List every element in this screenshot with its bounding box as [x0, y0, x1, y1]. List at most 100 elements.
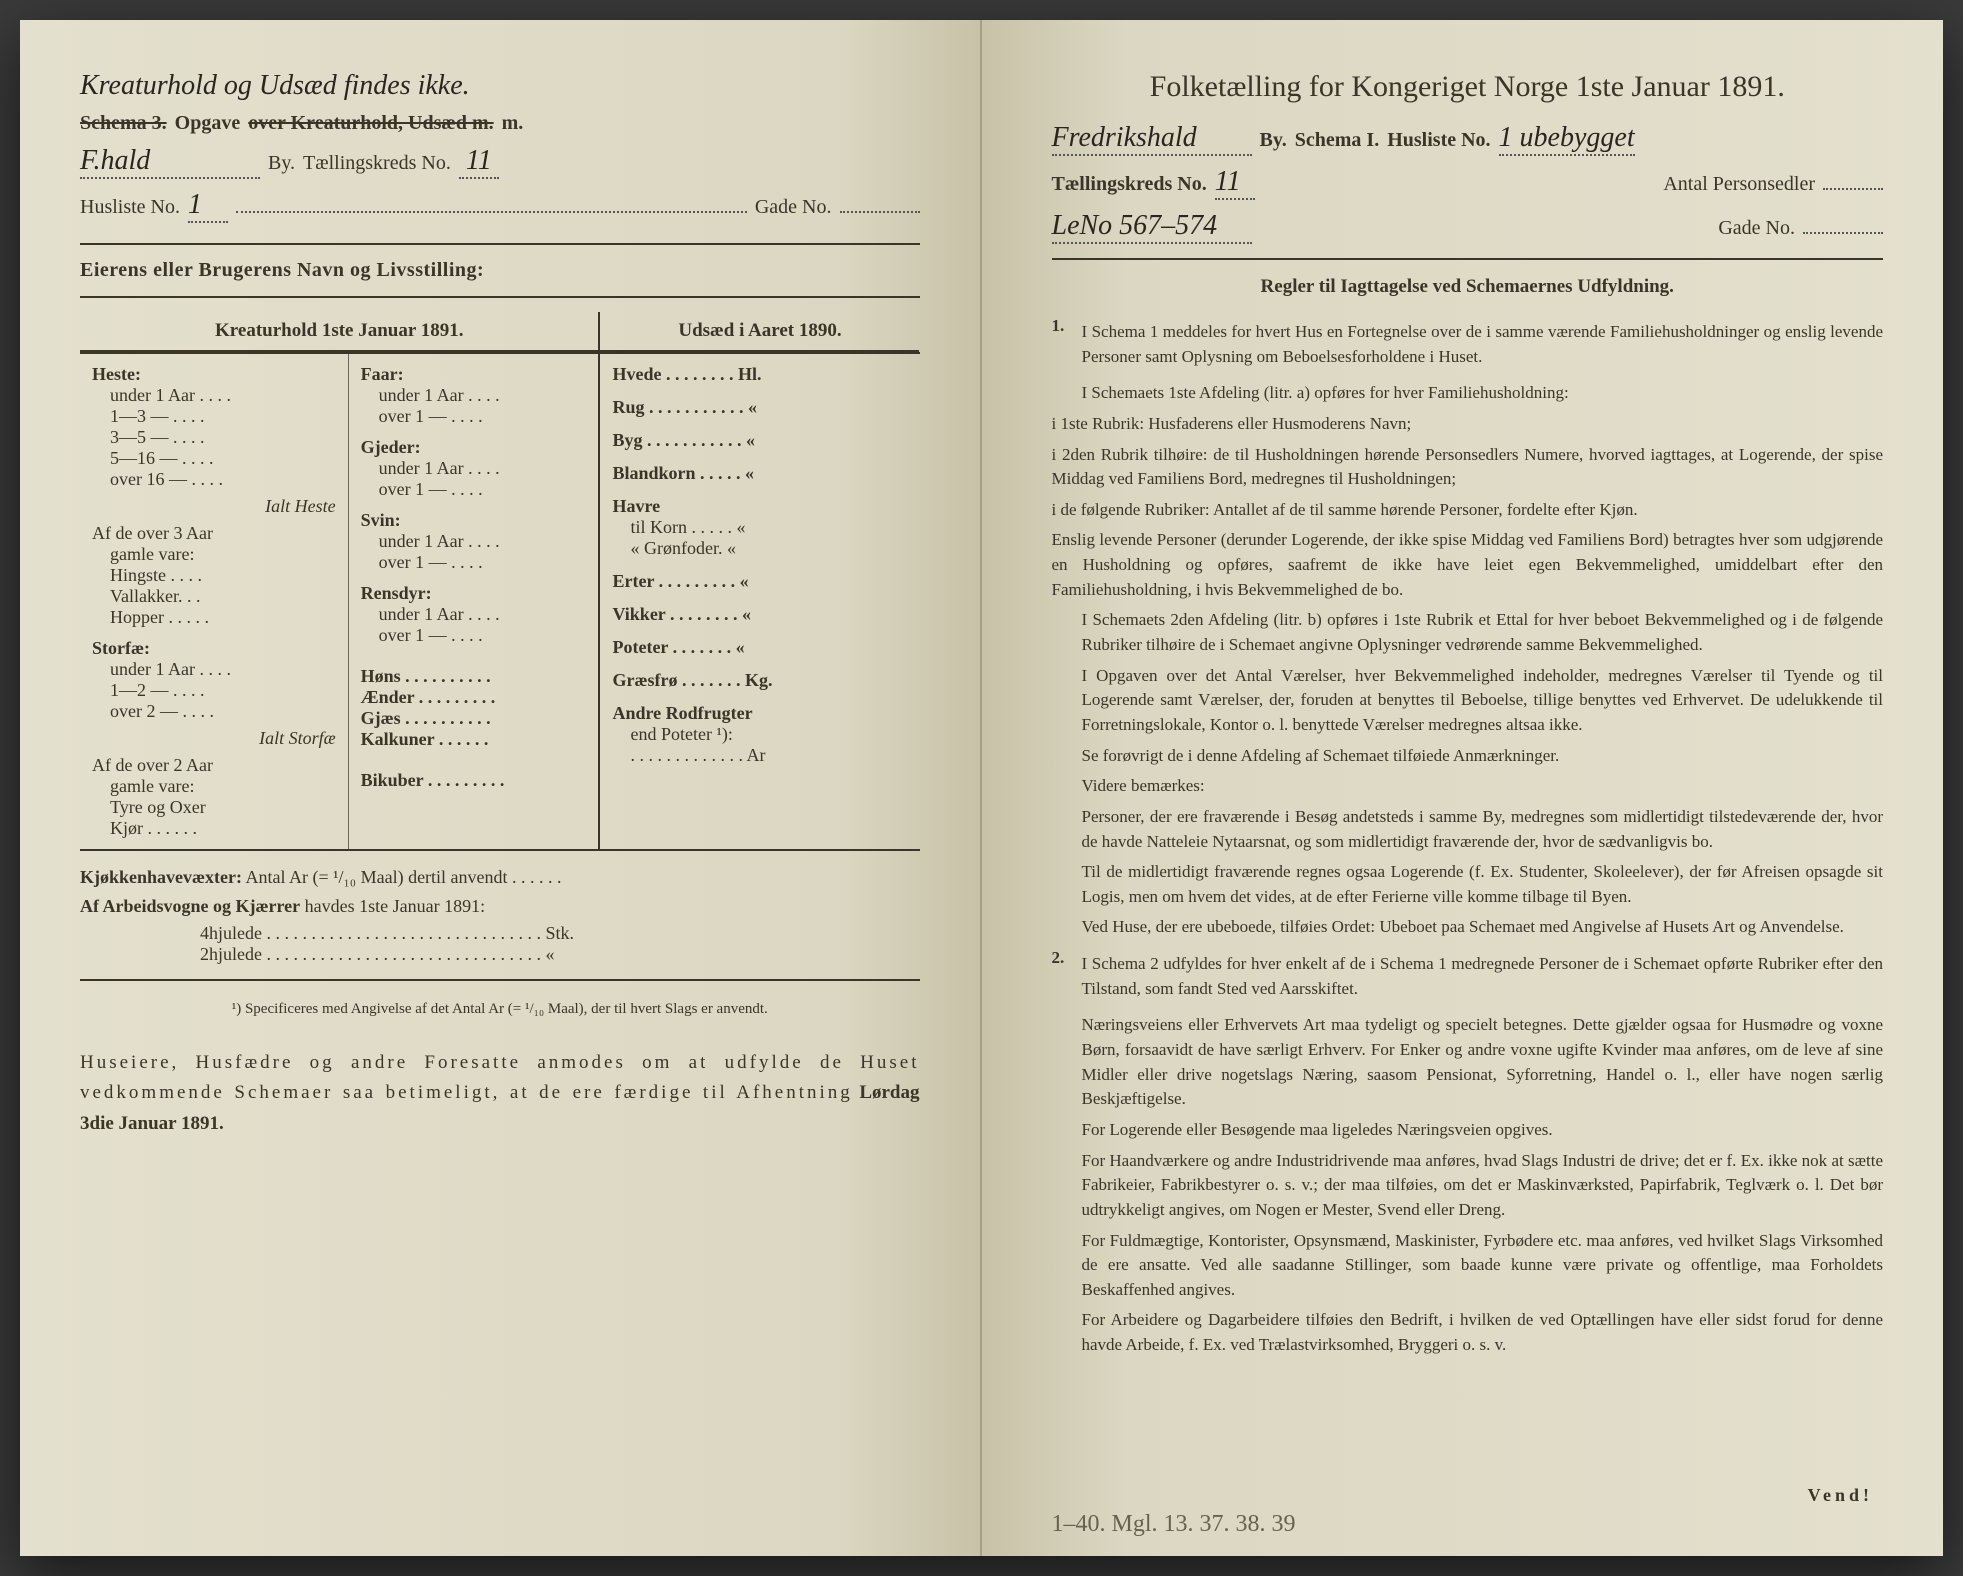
footnote: ¹) Specificeres med Angivelse af det Ant… — [80, 1001, 920, 1018]
poteter: Poteter . . . . . . . « — [612, 637, 907, 658]
vend-label: Vend! — [1808, 1485, 1873, 1506]
rule-text: Næringsveiens eller Erhvervets Art maa t… — [1052, 1013, 1884, 1112]
graesfro: Græsfrø . . . . . . . Kg. — [612, 670, 907, 691]
schema-strike: over Kreaturhold, Udsæd m. — [248, 112, 493, 135]
byg: Byg . . . . . . . . . . . « — [612, 430, 907, 451]
antal-label: Antal Personsedler — [1663, 173, 1815, 196]
rule-text: i 2den Rubrik tilhøire: de til Husholdni… — [1052, 443, 1884, 492]
by-label: By. — [268, 152, 295, 175]
schema-label: Schema I. — [1295, 129, 1379, 152]
by-handwritten-r: Fredrikshald — [1052, 122, 1252, 156]
af2aar: Af de over 2 Aar — [92, 755, 336, 776]
ar-suffix: . . . . . . . . . . . . . Ar — [612, 745, 907, 766]
hopper: Hopper . . . . . — [92, 607, 336, 628]
udsaed-head: Udsæd i Aaret 1890. — [600, 312, 919, 352]
rule-text: I Schemaets 2den Afdeling (litr. b) opfø… — [1052, 608, 1884, 657]
svin-label: Svin: — [361, 510, 587, 531]
vallakker: Vallakker. . . — [92, 586, 336, 607]
rule-text: For Fuldmægtige, Kontorister, Opsynsmænd… — [1052, 1229, 1884, 1303]
pencil-annotation: 1–40. Mgl. 13. 37. 38. 39 — [1052, 1511, 1296, 1538]
rule-text: For Logerende eller Besøgende maa ligele… — [1052, 1118, 1884, 1143]
rule-text: i de følgende Rubriker: Antallet af de t… — [1052, 498, 1884, 523]
right-page: Folketælling for Kongeriget Norge 1ste J… — [982, 20, 1944, 1556]
rule-text: I Opgaven over det Antal Værelser, hver … — [1052, 664, 1884, 738]
gamle-vare: gamle vare: — [92, 544, 336, 565]
schema-prefix: Schema 3. — [80, 112, 167, 135]
rule-text: For Arbeidere og Dagarbeidere tilføies d… — [1052, 1308, 1884, 1357]
leno-hand: LeNo 567–574 — [1052, 210, 1252, 244]
tyre: Tyre og Oxer — [92, 797, 336, 818]
rensdyr-row: under 1 Aar . . . . — [361, 604, 587, 625]
kjokken-label: Kjøkkenhavevæxter: — [80, 867, 242, 887]
schema-suffix: m. — [502, 112, 524, 135]
blandkorn: Blandkorn . . . . . « — [612, 463, 907, 484]
andre-rod: Andre Rodfrugter — [612, 703, 907, 724]
ialt-heste: Ialt Heste — [92, 496, 336, 517]
bottom-main: Huseiere, Husfædre og andre Foresatte an… — [80, 1052, 920, 1103]
rule-text: Ved Huse, der ere ubeboede, tilføies Ord… — [1052, 915, 1884, 940]
kreatur-head: Kreaturhold 1ste Januar 1891. — [80, 312, 600, 352]
gjaes: Gjæs . . . . . . . . . . — [361, 708, 587, 729]
gjeder-row: under 1 Aar . . . . — [361, 458, 587, 479]
husliste-hand: 1 ubebygget — [1499, 122, 1635, 156]
gjeder-row: over 1 — . . . . — [361, 479, 587, 500]
husliste-value: 1 — [188, 189, 228, 223]
storfae-row: over 2 — . . . . — [92, 701, 336, 722]
rug: Rug . . . . . . . . . . . « — [612, 397, 907, 418]
rule-text: Videre bemærkes: — [1052, 774, 1884, 799]
hvede: Hvede . . . . . . . . Hl. — [612, 364, 907, 385]
faar-row: over 1 — . . . . — [361, 406, 587, 427]
arbeidsvogne-line: Af Arbeidsvogne og Kjærrer havdes 1ste J… — [80, 896, 920, 917]
rules-body: 1. I Schema 1 meddeles for hvert Hus en … — [1052, 314, 1884, 1358]
opgave-label: Opgave — [175, 112, 241, 135]
hjul4: 4hjulede . . . . . . . . . . . . . . . .… — [80, 923, 920, 944]
bottom-instructions: Huseiere, Husfædre og andre Foresatte an… — [80, 1048, 920, 1139]
by-handwritten: F.hald — [80, 145, 260, 179]
gronfoder: « Grønfoder. « — [612, 538, 907, 559]
data-columns: Heste: under 1 Aar . . . . 1—3 — . . . .… — [80, 352, 920, 851]
gjeder-label: Gjeder: — [361, 437, 587, 458]
handwritten-note: Kreaturhold og Udsæd findes ikke. — [80, 70, 920, 102]
kjor: Kjør . . . . . . — [92, 818, 336, 839]
gamle-vare2: gamle vare: — [92, 776, 336, 797]
by-label-r: By. — [1260, 129, 1287, 152]
left-header: Kreaturhold og Udsæd findes ikke. Schema… — [80, 70, 920, 223]
tk-label-r: Tællingskreds No. — [1052, 173, 1207, 196]
hingste: Hingste . . . . — [92, 565, 336, 586]
col-middle: Faar: under 1 Aar . . . . over 1 — . . .… — [349, 354, 601, 849]
col-left: Heste: under 1 Aar . . . . 1—3 — . . . .… — [80, 354, 349, 849]
rule-text: Enslig levende Personer (derunder Logere… — [1052, 528, 1884, 602]
storfae-row: 1—2 — . . . . — [92, 680, 336, 701]
kjokken-rest: Antal Ar (= ¹/₁₀ Maal) dertil anvendt . … — [246, 867, 562, 887]
heste-label: Heste: — [92, 364, 336, 385]
tilkorn: til Korn . . . . . « — [612, 517, 907, 538]
storfae-label: Storfæ: — [92, 638, 336, 659]
gade-label: Gade No. — [755, 196, 832, 219]
tk-label: Tællingskreds No. — [303, 152, 451, 175]
husliste-label-r: Husliste No. — [1387, 129, 1490, 152]
kjokken-line: Kjøkkenhavevæxter: Antal Ar (= ¹/₁₀ Maal… — [80, 867, 920, 888]
husliste-label: Husliste No. — [80, 196, 180, 219]
rensdyr-row: over 1 — . . . . — [361, 625, 587, 646]
rule-text: For Haandværkere og andre Industridriven… — [1052, 1149, 1884, 1223]
census-title: Folketælling for Kongeriget Norge 1ste J… — [1052, 70, 1884, 104]
column-headers: Kreaturhold 1ste Januar 1891. Udsæd i Aa… — [80, 312, 920, 352]
arbeidsvogne-rest: havdes 1ste Januar 1891: — [305, 896, 485, 916]
rule-text: i 1ste Rubrik: Husfaderens eller Husmode… — [1052, 412, 1884, 437]
faar-label: Faar: — [361, 364, 587, 385]
storfae-row: under 1 Aar . . . . — [92, 659, 336, 680]
arbeidsvogne-label: Af Arbeidsvogne og Kjærrer — [80, 896, 300, 916]
tk-value: 11 — [459, 145, 499, 179]
tk-hand: 11 — [1215, 166, 1255, 200]
aender: Ænder . . . . . . . . . — [361, 687, 587, 708]
gade-label-r: Gade No. — [1718, 217, 1795, 240]
faar-row: under 1 Aar . . . . — [361, 385, 587, 406]
book-spread: Kreaturhold og Udsæd findes ikke. Schema… — [20, 20, 1943, 1556]
rensdyr-label: Rensdyr: — [361, 583, 587, 604]
rule-text: Til de midlertidigt fraværende regnes og… — [1052, 860, 1884, 909]
rule-text: I Schemaets 1ste Afdeling (litr. a) opfø… — [1052, 381, 1884, 406]
rule-text: Personer, der ere fraværende i Besøg and… — [1052, 805, 1884, 854]
owner-title: Eierens eller Brugerens Navn og Livsstil… — [80, 259, 920, 282]
heste-row: 5—16 — . . . . — [92, 448, 336, 469]
rule-num: 2. — [1052, 946, 1072, 1007]
